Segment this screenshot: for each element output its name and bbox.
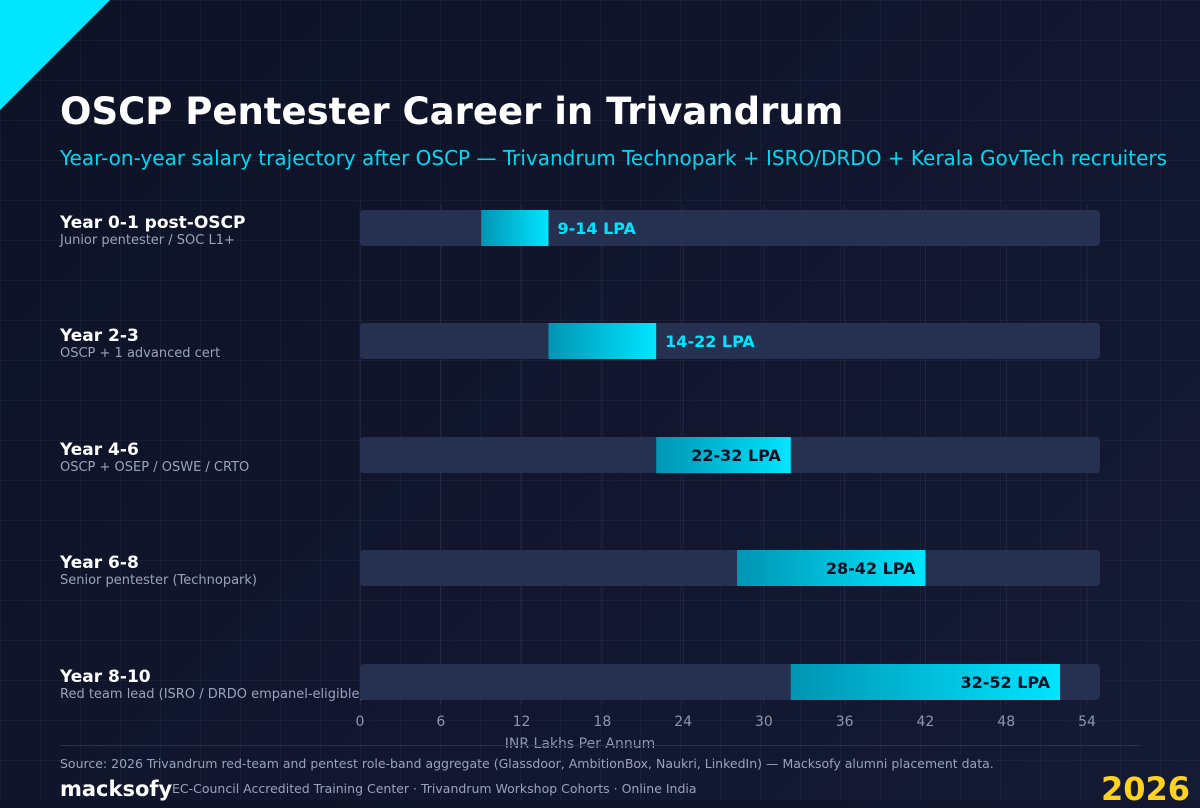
range-bar bbox=[790, 664, 1061, 700]
range-bar bbox=[656, 437, 791, 473]
bar-track bbox=[360, 550, 1100, 586]
range-bar bbox=[481, 210, 549, 246]
bar-value-label: 9-14 LPA bbox=[557, 219, 636, 238]
bar-value-label: 14-22 LPA bbox=[665, 332, 755, 351]
row-label: Year 8-10 bbox=[60, 667, 151, 687]
row-sublabel: OSCP + 1 advanced cert bbox=[60, 346, 221, 361]
x-axis-label: INR Lakhs Per Annum bbox=[504, 736, 656, 752]
bar-value-label: 28-42 LPA bbox=[826, 559, 916, 578]
x-tick-label: 48 bbox=[997, 714, 1015, 730]
row-sublabel: Red team lead (ISRO / DRDO empanel-eligi… bbox=[60, 687, 365, 702]
bar-value-label: 22-32 LPA bbox=[691, 446, 781, 465]
x-tick-label: 12 bbox=[513, 714, 531, 730]
x-tick-label: 6 bbox=[436, 714, 445, 730]
bar-value-label: 32-52 LPA bbox=[960, 673, 1050, 692]
row-label: Year 4-6 bbox=[60, 440, 139, 460]
x-tick-label: 42 bbox=[917, 714, 935, 730]
bar-track bbox=[360, 210, 1100, 246]
row-sublabel: OSCP + OSEP / OSWE / CRTO bbox=[60, 460, 250, 475]
corner-accent bbox=[0, 0, 110, 110]
bar-track bbox=[360, 323, 1100, 359]
chart-subtitle: Year-on-year salary trajectory after OSC… bbox=[60, 146, 1168, 170]
x-tick-label: 24 bbox=[674, 714, 692, 730]
x-tick-label: 36 bbox=[836, 714, 854, 730]
x-tick-label: 18 bbox=[593, 714, 611, 730]
row-sublabel: Senior pentester (Technopark) bbox=[60, 573, 258, 588]
row-label: Year 6-8 bbox=[60, 553, 139, 573]
brand-tagline: EC-Council Accredited Training Center · … bbox=[172, 781, 697, 796]
x-tick-label: 30 bbox=[755, 714, 773, 730]
row-sublabel: Junior pentester / SOC L1+ bbox=[60, 233, 235, 248]
x-tick-label: 54 bbox=[1078, 714, 1096, 730]
brand-logo: macksofy bbox=[60, 777, 173, 801]
range-bar bbox=[736, 550, 926, 586]
row-label: Year 2-3 bbox=[60, 326, 139, 346]
row-label: Year 0-1 post-OSCP bbox=[60, 213, 246, 233]
footer-divider bbox=[60, 745, 1140, 746]
chart-title: OSCP Pentester Career in Trivandrum bbox=[60, 90, 844, 133]
range-bar bbox=[548, 323, 657, 359]
source-note: Source: 2026 Trivandrum red-team and pen… bbox=[60, 756, 994, 771]
x-tick-label: 0 bbox=[356, 714, 365, 730]
